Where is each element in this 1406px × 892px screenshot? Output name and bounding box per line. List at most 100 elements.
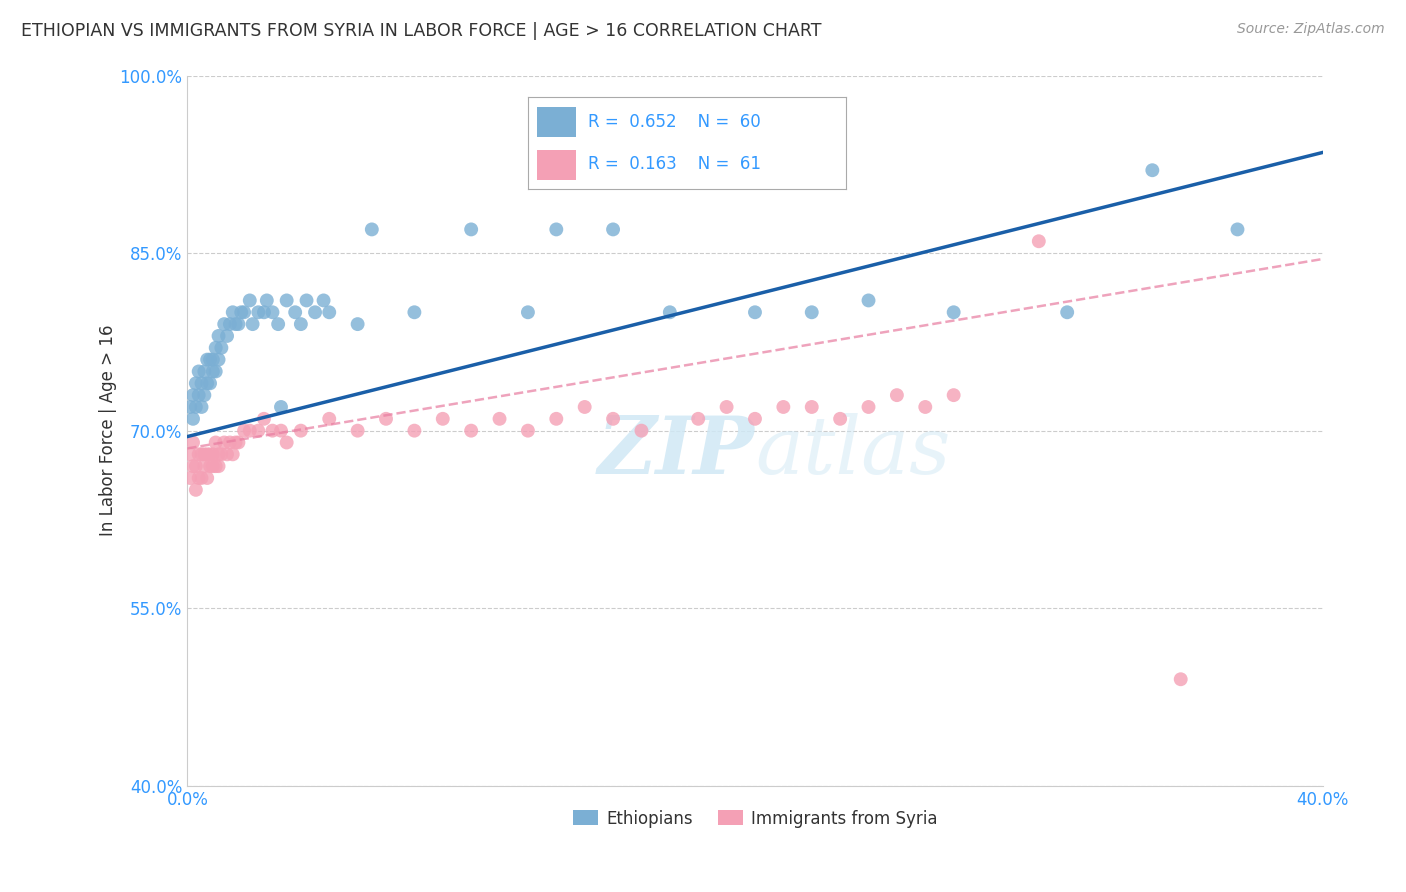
Point bbox=[179, 400, 201, 414]
Point bbox=[242, 317, 264, 331]
Point bbox=[1170, 672, 1192, 686]
Point bbox=[190, 400, 212, 414]
Point bbox=[198, 352, 221, 367]
Point bbox=[212, 435, 235, 450]
Point bbox=[179, 471, 201, 485]
Point bbox=[276, 435, 298, 450]
Point bbox=[460, 424, 482, 438]
Point bbox=[716, 400, 738, 414]
Point bbox=[219, 317, 242, 331]
Point bbox=[215, 329, 238, 343]
Point bbox=[233, 305, 256, 319]
Point bbox=[179, 447, 201, 461]
Legend: Ethiopians, Immigrants from Syria: Ethiopians, Immigrants from Syria bbox=[567, 803, 943, 834]
Point bbox=[318, 412, 340, 426]
Point bbox=[276, 293, 298, 308]
Point bbox=[772, 400, 794, 414]
Point bbox=[215, 447, 238, 461]
Point bbox=[201, 459, 224, 474]
Point bbox=[233, 424, 256, 438]
Point bbox=[187, 447, 209, 461]
Point bbox=[516, 305, 538, 319]
Point bbox=[209, 447, 232, 461]
Point bbox=[219, 435, 242, 450]
Point bbox=[942, 388, 965, 402]
Point bbox=[184, 400, 207, 414]
Text: atlas: atlas bbox=[755, 413, 950, 491]
Point bbox=[222, 305, 245, 319]
Point bbox=[270, 424, 292, 438]
Point bbox=[184, 483, 207, 497]
Point bbox=[256, 293, 278, 308]
Point bbox=[207, 352, 229, 367]
Point bbox=[744, 412, 766, 426]
Point bbox=[1226, 222, 1249, 236]
Point bbox=[1056, 305, 1078, 319]
Point bbox=[318, 305, 340, 319]
Point bbox=[193, 459, 215, 474]
Point bbox=[800, 400, 823, 414]
Text: ETHIOPIAN VS IMMIGRANTS FROM SYRIA IN LABOR FORCE | AGE > 16 CORRELATION CHART: ETHIOPIAN VS IMMIGRANTS FROM SYRIA IN LA… bbox=[21, 22, 821, 40]
Point bbox=[830, 412, 852, 426]
Point bbox=[688, 412, 710, 426]
Point bbox=[187, 471, 209, 485]
Point bbox=[225, 435, 247, 450]
Point bbox=[193, 447, 215, 461]
Point bbox=[744, 305, 766, 319]
Point bbox=[198, 447, 221, 461]
Point bbox=[201, 447, 224, 461]
Point bbox=[190, 376, 212, 391]
Point bbox=[181, 388, 204, 402]
Point bbox=[253, 412, 276, 426]
Point bbox=[304, 305, 326, 319]
Point bbox=[253, 305, 276, 319]
Point bbox=[195, 471, 218, 485]
Point bbox=[375, 412, 398, 426]
Point bbox=[1142, 163, 1164, 178]
Point bbox=[858, 293, 880, 308]
Point bbox=[201, 364, 224, 378]
Point bbox=[247, 424, 270, 438]
Point bbox=[546, 412, 568, 426]
Point bbox=[204, 459, 226, 474]
Point bbox=[207, 447, 229, 461]
Point bbox=[204, 435, 226, 450]
Point bbox=[212, 317, 235, 331]
Point bbox=[228, 317, 250, 331]
Point bbox=[312, 293, 335, 308]
Point bbox=[630, 424, 652, 438]
Point bbox=[190, 471, 212, 485]
Point bbox=[204, 341, 226, 355]
Point bbox=[181, 412, 204, 426]
Point bbox=[658, 305, 681, 319]
Point bbox=[207, 329, 229, 343]
Point bbox=[488, 412, 510, 426]
Point bbox=[204, 364, 226, 378]
Point bbox=[207, 459, 229, 474]
Point bbox=[574, 400, 596, 414]
Point bbox=[198, 376, 221, 391]
Point bbox=[858, 400, 880, 414]
Point bbox=[193, 388, 215, 402]
Point bbox=[290, 317, 312, 331]
Point bbox=[222, 447, 245, 461]
Point bbox=[914, 400, 936, 414]
Point bbox=[231, 305, 253, 319]
Text: Source: ZipAtlas.com: Source: ZipAtlas.com bbox=[1237, 22, 1385, 37]
Point bbox=[290, 424, 312, 438]
Point bbox=[225, 317, 247, 331]
Point bbox=[184, 376, 207, 391]
Point bbox=[262, 424, 284, 438]
Point bbox=[602, 412, 624, 426]
Point bbox=[602, 222, 624, 236]
Point bbox=[942, 305, 965, 319]
Point bbox=[267, 317, 290, 331]
Point bbox=[195, 376, 218, 391]
Text: ZIP: ZIP bbox=[598, 413, 755, 491]
Point bbox=[201, 352, 224, 367]
Point bbox=[190, 447, 212, 461]
Point bbox=[239, 424, 262, 438]
Point bbox=[886, 388, 908, 402]
Point bbox=[404, 305, 426, 319]
Point bbox=[193, 364, 215, 378]
